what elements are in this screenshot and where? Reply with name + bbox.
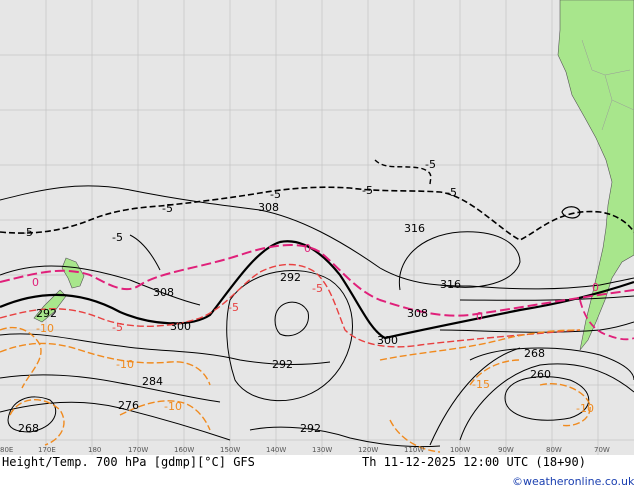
height-label: 300 (377, 334, 398, 347)
graticule (0, 0, 634, 455)
new-zealand-south-land (33, 289, 67, 323)
temp-label: -5 (446, 186, 457, 199)
height-label: 308 (258, 201, 279, 214)
temp-label: -5 (228, 301, 239, 314)
temp-contour-neg5-north (0, 186, 634, 241)
height-label: 268 (524, 347, 545, 360)
height-label: 308 (153, 286, 174, 299)
temp-label: -15 (472, 378, 490, 391)
temp-label: -10 (36, 322, 54, 335)
temp-label: -5 (112, 321, 123, 334)
temp-contour-neg10-east (379, 329, 581, 361)
temp-label: 0 (476, 310, 483, 323)
temp-label: -5 (425, 158, 436, 171)
temp-label: 0 (592, 281, 599, 294)
height-label: 268 (18, 422, 39, 435)
country-borders (581, 39, 634, 131)
longitude-tick: 120W (358, 446, 378, 454)
temp-contour-neg10-west (0, 342, 211, 386)
temp-label: 0 (304, 242, 311, 255)
height-label: 292 (300, 422, 321, 435)
valid-time: Th 11-12-2025 12:00 UTC (18+90) (362, 455, 586, 469)
temp-contour-neg5-south (0, 263, 581, 348)
longitude-tick: 80W (546, 446, 562, 454)
temp-contour-0-south (579, 299, 634, 341)
temp-contour-neg10-nz (0, 326, 42, 389)
longitude-tick: 110W (404, 446, 424, 454)
temp-contour-neg15-south (389, 419, 441, 453)
temp-contour-neg10-sw (9, 399, 65, 446)
temp-label: -5 (162, 202, 173, 215)
height-label: 316 (440, 278, 461, 291)
longitude-tick: 170E (38, 446, 56, 454)
longitude-tick: 70W (594, 446, 610, 454)
longitude-tick: 150W (220, 446, 240, 454)
height-label: 292 (272, 358, 293, 371)
longitude-tick: 160W (174, 446, 194, 454)
height-label: 316 (404, 222, 425, 235)
height-label: 276 (118, 399, 139, 412)
credit-text: ©weatheronline.co.uk (512, 475, 634, 488)
temp-label: -5 (270, 188, 281, 201)
temp-label: -5 (22, 226, 33, 239)
longitude-tick: 130W (312, 446, 332, 454)
temp-contour-neg5-fragment (374, 159, 432, 186)
footer-panel (0, 455, 634, 490)
south-america-land (557, 0, 634, 351)
new-zealand-north-land (61, 257, 85, 289)
temp-contour-neg10-mid (119, 400, 211, 431)
height-label: 284 (142, 375, 163, 388)
height-label: 308 (407, 307, 428, 320)
longitude-tick: 100W (450, 446, 470, 454)
longitude-tick: 90W (498, 446, 514, 454)
height-label: 292 (36, 307, 57, 320)
height-labels: 308 308 300 292 292 292 292 284 276 268 … (18, 201, 551, 435)
height-label: 292 (280, 271, 301, 284)
temp-label: 0 (32, 276, 39, 289)
longitude-tick: 80E (0, 446, 13, 454)
temp-label: -5 (312, 282, 323, 295)
ocean-background (0, 0, 634, 455)
temp-label: -10 (576, 402, 594, 415)
longitude-tick: 180 (88, 446, 101, 454)
temp-label: -5 (362, 184, 373, 197)
height-label: 260 (530, 368, 551, 381)
longitude-ticks: 80E 170E 180 170W 160W 150W 140W 130W 12… (0, 446, 610, 454)
temp-label: -5 (112, 231, 123, 244)
longitude-tick: 140W (266, 446, 286, 454)
temp-contour-neg10-se (539, 383, 591, 427)
height-contours (0, 185, 634, 448)
temp-label: -10 (116, 358, 134, 371)
temp-label: -10 (164, 400, 182, 413)
temp-contour-island (561, 206, 581, 219)
height-label: 300 (170, 320, 191, 333)
temp-contour-neg15-north (469, 359, 521, 386)
longitude-tick: 170W (128, 446, 148, 454)
temperature-labels: -5 -5 -5 -5 -5 -5 -5 0 0 -5 -5 -5 0 0 -1… (22, 158, 599, 415)
map-title: Height/Temp. 700 hPa [gdmp][°C] GFS (2, 455, 255, 469)
temp-contour-0 (0, 243, 634, 317)
